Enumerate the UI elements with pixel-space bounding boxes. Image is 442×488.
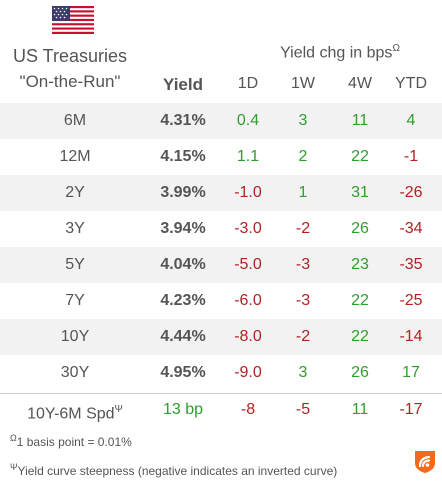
- change-1w-cell: 3: [298, 364, 308, 381]
- column-header-1w: 1W: [291, 75, 315, 92]
- change-group-label: Yield chg in bps: [280, 44, 393, 62]
- spread-4w: 11: [351, 401, 369, 418]
- change-group-header: Yield chg in bpsΩ: [238, 43, 442, 62]
- change-1d-cell: 1.1: [236, 148, 260, 165]
- change-ytd-cell: 4: [406, 112, 416, 129]
- change-1w-cell: 2: [298, 148, 308, 165]
- brand-logo-icon: [415, 451, 435, 473]
- table-row: 30Y 4.95% -9.0 3 26 17: [0, 355, 442, 391]
- spread-1w: -5: [295, 401, 311, 418]
- spread-ytd: -17: [399, 401, 423, 418]
- table-row: 10Y 4.44% -8.0 -2 22 -14: [0, 319, 442, 355]
- yield-cell: 4.31%: [160, 112, 206, 129]
- yield-cell: 3.94%: [160, 220, 206, 237]
- change-1w-cell: -3: [295, 292, 311, 309]
- change-1w-cell: -2: [295, 328, 311, 345]
- footnote-marker-psi: Ψ: [10, 462, 18, 472]
- change-1d-cell: -3.0: [234, 220, 262, 237]
- yield-cell: 4.44%: [160, 328, 206, 345]
- spread-footnote-marker: Ψ: [114, 404, 123, 415]
- yield-cell: 4.04%: [160, 256, 206, 273]
- table-row: 12M 4.15% 1.1 2 22 -1: [0, 139, 442, 175]
- term-cell: 10Y: [60, 328, 90, 345]
- change-4w-cell: 26: [351, 220, 369, 237]
- change-1d-cell: -9.0: [234, 364, 262, 381]
- footnote-curve-steepness-text: Yield curve steepness (negative indicate…: [17, 464, 338, 478]
- change-1w-cell: 3: [298, 112, 308, 129]
- change-1w-cell: -2: [295, 220, 311, 237]
- change-4w-cell: 22: [351, 328, 369, 345]
- change-1w-cell: 1: [298, 184, 308, 201]
- change-1d-cell: -5.0: [234, 256, 262, 273]
- change-1d-cell: -1.0: [234, 184, 262, 201]
- table-row: 6M 4.31% 0.4 3 11 4: [0, 103, 442, 139]
- term-cell: 12M: [59, 148, 91, 165]
- term-cell: 3Y: [65, 220, 85, 237]
- change-1d-cell: -8.0: [234, 328, 262, 345]
- change-ytd-cell: -26: [399, 184, 423, 201]
- spread-label-cell: 10Y-6M SpdΨ: [0, 393, 150, 427]
- term-cell: 7Y: [65, 292, 85, 309]
- footnote-basis-point: Ω1 basis point = 0.01%: [10, 433, 132, 449]
- change-ytd-cell: -25: [399, 292, 423, 309]
- change-4w-cell: 22: [351, 292, 369, 309]
- change-1d-cell: 0.4: [236, 112, 260, 129]
- change-ytd-cell: 17: [402, 364, 420, 381]
- change-4w-cell: 23: [351, 256, 369, 273]
- column-header-ytd: YTD: [395, 75, 427, 92]
- table-row: 7Y 4.23% -6.0 -3 22 -25: [0, 283, 442, 319]
- yield-cell: 3.99%: [160, 184, 206, 201]
- table-row: 5Y 4.04% -5.0 -3 23 -35: [0, 247, 442, 283]
- yield-cell: 4.15%: [160, 148, 206, 165]
- change-footnote-marker: Ω: [392, 43, 400, 54]
- table-header: US Treasuries "On-the-Run" Yield Yield c…: [0, 0, 442, 110]
- yield-column-header: Yield: [163, 75, 203, 94]
- column-header-1d: 1D: [237, 75, 259, 92]
- change-ytd-cell: -35: [399, 256, 423, 273]
- change-ytd-cell: -34: [399, 220, 423, 237]
- change-4w-cell: 26: [351, 364, 369, 381]
- table-title: US Treasuries: [12, 46, 128, 66]
- yield-cell: 4.95%: [160, 364, 206, 381]
- spread-label: 10Y-6M Spd: [27, 405, 115, 423]
- term-cell: 2Y: [65, 184, 85, 201]
- change-4w-cell: 31: [351, 184, 369, 201]
- yield-cell: 4.23%: [160, 292, 206, 309]
- us-flag-icon: [52, 6, 94, 34]
- spread-value: 13 bp: [162, 401, 204, 418]
- change-ytd-cell: -1: [403, 148, 419, 165]
- change-1w-cell: -3: [295, 256, 311, 273]
- change-1d-cell: -6.0: [234, 292, 262, 309]
- change-4w-cell: 22: [351, 148, 369, 165]
- footnote-curve-steepness: ΨYield curve steepness (negative indicat…: [10, 462, 337, 478]
- footnote-marker-omega: Ω: [10, 433, 17, 443]
- table-subtitle: "On-the-Run": [19, 72, 121, 91]
- term-cell: 5Y: [65, 256, 85, 273]
- table-row: 3Y 3.94% -3.0 -2 26 -34: [0, 211, 442, 247]
- change-ytd-cell: -14: [399, 328, 423, 345]
- spread-1d: -8: [240, 401, 256, 418]
- term-cell: 6M: [63, 112, 87, 129]
- table-row: 2Y 3.99% -1.0 1 31 -26: [0, 175, 442, 211]
- term-cell: 30Y: [60, 364, 90, 381]
- column-header-4w: 4W: [348, 75, 372, 92]
- table-divider: [0, 393, 442, 394]
- footnote-basis-point-text: 1 basis point = 0.01%: [16, 435, 132, 449]
- spread-row: 10Y-6M SpdΨ 13 bp -8 -5 11 -17: [0, 393, 442, 427]
- change-4w-cell: 11: [351, 112, 369, 129]
